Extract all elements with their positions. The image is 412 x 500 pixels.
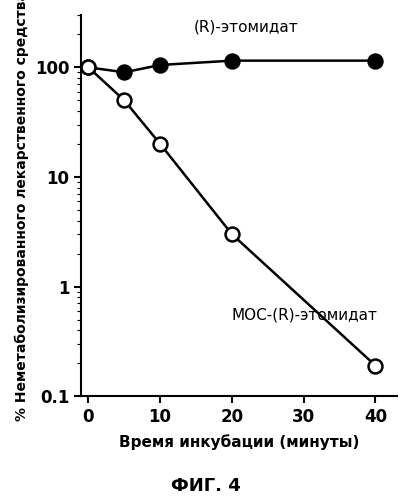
Text: ФИГ. 4: ФИГ. 4 <box>171 477 241 495</box>
Text: МОС-(R)-этомидат: МОС-(R)-этомидат <box>232 308 378 322</box>
X-axis label: Время инкубации (минуты): Время инкубации (минуты) <box>119 434 359 450</box>
Y-axis label: % Неметаболизированного лекарственного средства: % Неметаболизированного лекарственного с… <box>15 0 29 420</box>
Text: (R)-этомидат: (R)-этомидат <box>194 20 299 34</box>
